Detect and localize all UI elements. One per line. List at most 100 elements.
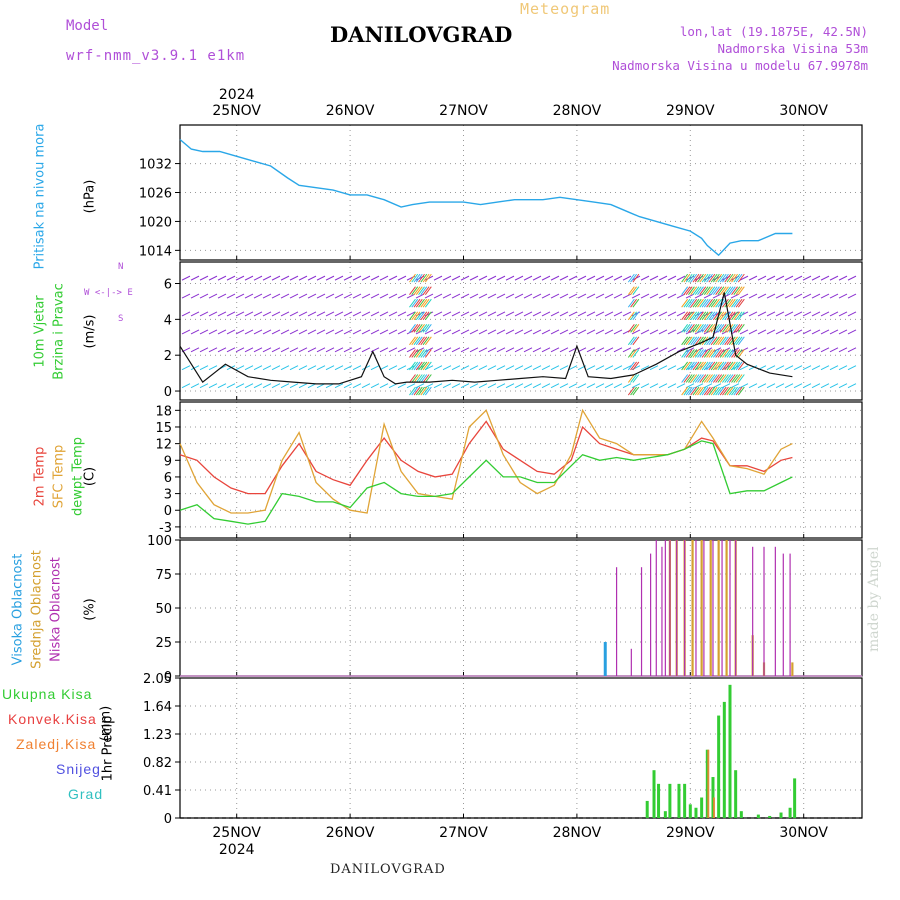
- wind-barb: [748, 293, 758, 299]
- wind-barb-gust: [722, 349, 729, 358]
- wind-barb-gust: [717, 298, 725, 308]
- wind-barb: [370, 347, 380, 353]
- wind-barb-gust: [731, 311, 738, 321]
- wind-barb-gust: [697, 349, 704, 358]
- wind-barb: [370, 383, 380, 389]
- wind-barb-gust: [699, 286, 707, 295]
- wind-barb-gust: [627, 311, 635, 321]
- wind-barb-gust: [688, 349, 695, 358]
- wind-barb-gust: [411, 386, 419, 396]
- wind-barb-gust: [418, 298, 425, 308]
- wind-barb-gust: [722, 361, 729, 371]
- wind-barb: [532, 347, 542, 353]
- wind-barb: [577, 311, 587, 317]
- wind-barb: [613, 311, 623, 317]
- wind-barb: [289, 347, 299, 353]
- wind-barb: [622, 293, 632, 299]
- wind-barb: [640, 311, 650, 317]
- wind-barb: [334, 311, 344, 317]
- wind-barb-gust: [690, 349, 698, 358]
- wind-barb-gust: [708, 374, 716, 383]
- precip-bar: [645, 800, 649, 818]
- wind-barb: [550, 329, 560, 335]
- wind-barb: [235, 347, 245, 353]
- wind-barb: [766, 293, 776, 299]
- wind-barb: [739, 365, 749, 371]
- wind-barb: [613, 329, 623, 335]
- wind-barb-gust: [710, 286, 718, 295]
- wind-barb-gust: [728, 311, 736, 321]
- temp-line-1: [179, 408, 793, 514]
- wind-barb: [541, 275, 551, 281]
- wind-barb-gust: [415, 324, 423, 333]
- wind-barb: [298, 311, 308, 317]
- wind-barb: [388, 329, 398, 335]
- wind-barb: [496, 383, 506, 389]
- cloud-bar: [712, 540, 714, 676]
- wind-barb-gust: [413, 286, 421, 295]
- wind-barb: [442, 347, 452, 353]
- wind-barb: [577, 293, 587, 299]
- wind-barb-gust: [701, 374, 709, 383]
- wind-barb-gust: [722, 386, 729, 396]
- wind-barb-gust: [413, 386, 421, 396]
- wind-barb-gust: [735, 374, 743, 383]
- wind-barb: [730, 293, 740, 299]
- wind-barb: [199, 311, 209, 317]
- wind-barb: [199, 383, 209, 389]
- wind-barb-gust: [715, 273, 723, 283]
- cloud-bar: [791, 662, 794, 676]
- wind-barb-gust: [726, 273, 734, 283]
- wind-barb-gust: [708, 336, 716, 346]
- cloud-bar: [615, 567, 618, 676]
- wind-barb: [316, 347, 326, 353]
- wind-barb: [208, 365, 218, 371]
- wind-barb-gust: [694, 311, 702, 321]
- wind-barb: [820, 347, 830, 353]
- wind-barb: [514, 383, 524, 389]
- wind-barb-gust: [717, 374, 725, 383]
- wind-barb-gust: [627, 298, 635, 308]
- wind-barb-gust: [681, 311, 689, 321]
- wind-barb: [586, 365, 596, 371]
- wind-barb: [559, 329, 569, 335]
- wind-barb: [811, 275, 821, 281]
- wind-barb: [505, 293, 515, 299]
- wind-barb-gust: [728, 324, 736, 333]
- wind-barb: [811, 329, 821, 335]
- precip-bar: [793, 778, 797, 818]
- wind-barb: [496, 365, 506, 371]
- wind-barb-gust: [418, 349, 425, 358]
- wind-barb-gust: [735, 336, 743, 346]
- cloud-bar: [661, 546, 663, 676]
- wind-barb: [784, 293, 794, 299]
- wind-barb-gust: [415, 273, 423, 283]
- wind-barb: [766, 365, 776, 371]
- wind-barb: [811, 293, 821, 299]
- wind-barb-gust: [409, 286, 416, 295]
- wind-barb: [181, 311, 191, 317]
- wind-barb-gust: [719, 374, 727, 383]
- wind-barb: [352, 311, 362, 317]
- wind-barb: [838, 383, 848, 389]
- cloud-bar: [664, 540, 666, 676]
- wind-barb-gust: [627, 286, 635, 295]
- wind-barb: [604, 275, 614, 281]
- wind-barb-gust: [717, 336, 725, 346]
- wind-barb: [739, 383, 749, 389]
- wind-barb: [262, 365, 272, 371]
- wind-barb: [622, 365, 632, 371]
- wind-barb-gust: [422, 311, 430, 321]
- wind-barb: [253, 329, 263, 335]
- wind-barb: [217, 275, 227, 281]
- precip-bar: [707, 749, 710, 818]
- wind-barb-gust: [726, 324, 734, 333]
- wind-barb: [532, 329, 542, 335]
- wind-barb: [577, 329, 587, 335]
- wind-barb: [280, 365, 290, 371]
- wind-barb: [244, 311, 254, 317]
- wind-barb: [316, 365, 326, 371]
- wind-barb-gust: [710, 298, 718, 308]
- wind-barb: [361, 275, 371, 281]
- wind-barb-gust: [697, 311, 704, 321]
